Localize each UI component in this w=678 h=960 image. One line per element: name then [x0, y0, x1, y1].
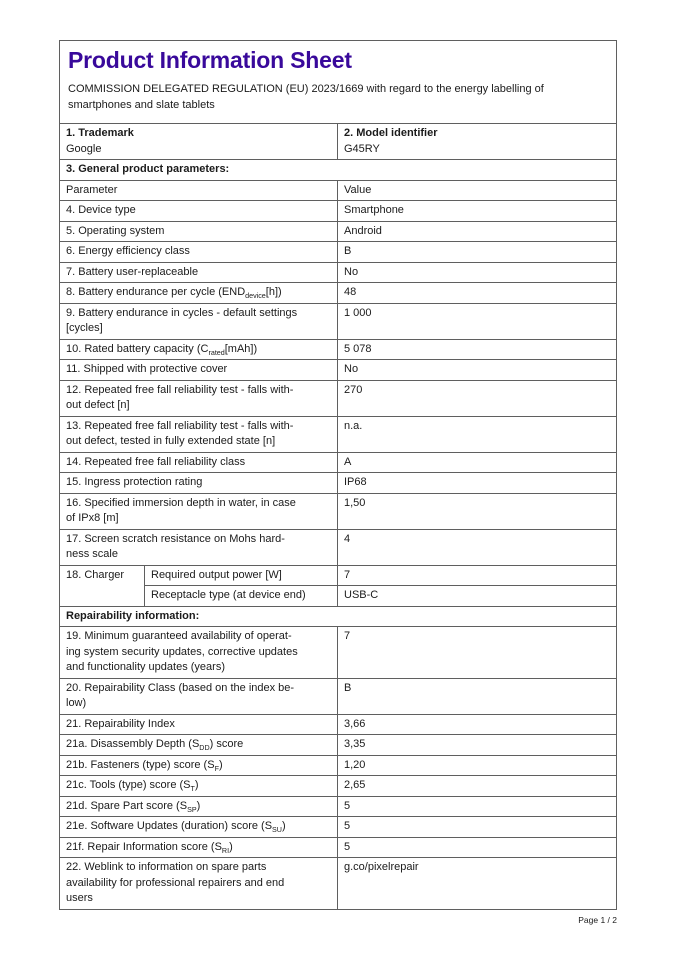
- table-row: 17. Screen scratch resistance on Mohs ha…: [59, 528, 617, 566]
- param-label: 5. Operating system: [59, 220, 338, 242]
- document-page: Product Information Sheet COMMISSION DEL…: [59, 40, 617, 926]
- param-label: 21d. Spare Part score (SSP): [59, 795, 338, 817]
- param-label: 21e. Software Updates (duration) score (…: [59, 816, 338, 838]
- cell-value: Google: [66, 142, 102, 155]
- table-row: Receptacle type (at device end) USB-C: [60, 585, 617, 607]
- param-label: 21f. Repair Information score (SRI): [59, 836, 338, 858]
- section-header: 3. General product parameters:: [59, 159, 617, 181]
- param-label: 19. Minimum guaranteed availability of o…: [59, 626, 338, 679]
- table-row: 12. Repeated free fall reliability test …: [59, 379, 617, 417]
- table-row: 3. General product parameters:: [59, 159, 617, 181]
- table-row: 21a. Disassembly Depth (SDD) score 3,35: [59, 734, 617, 756]
- page-number: Page 1 / 2: [578, 914, 617, 925]
- title-block: Product Information Sheet COMMISSION DEL…: [59, 40, 617, 123]
- param-value: A: [337, 451, 617, 473]
- param-label: 17. Screen scratch resistance on Mohs ha…: [59, 528, 338, 566]
- param-label: 7. Battery user-replaceable: [59, 261, 338, 283]
- table-row: Repairability information:: [59, 605, 617, 627]
- param-value: 5: [337, 816, 617, 838]
- param-label: 9. Battery endurance in cycles - default…: [59, 302, 338, 340]
- param-value: 2,65: [337, 775, 617, 797]
- cell-title: 1. Trademark: [66, 127, 134, 139]
- table-row: 22. Weblink to information on spare part…: [59, 857, 617, 910]
- trademark-cell: 1. Trademark Google: [59, 123, 338, 160]
- table-row: 16. Specified immersion depth in water, …: [59, 492, 617, 530]
- param-value: 7: [337, 564, 617, 586]
- param-label: 16. Specified immersion depth in water, …: [59, 492, 338, 530]
- table-row: 21b. Fasteners (type) score (SF) 1,20: [59, 754, 617, 776]
- param-label: 21b. Fasteners (type) score (SF): [59, 754, 338, 776]
- param-label: 11. Shipped with protective cover: [59, 359, 338, 381]
- page-subtitle: COMMISSION DELEGATED REGULATION (EU) 202…: [68, 83, 544, 111]
- param-value: 7: [337, 626, 617, 679]
- table-row: 4. Device type Smartphone: [59, 200, 617, 222]
- param-label: 21a. Disassembly Depth (SDD) score: [59, 734, 338, 756]
- param-value: B: [337, 241, 617, 263]
- param-label: 21. Repairability Index: [59, 713, 338, 735]
- param-value: 5: [337, 795, 617, 817]
- table-row: 15. Ingress protection rating IP68: [59, 472, 617, 494]
- param-value: Value: [337, 179, 617, 201]
- param-label: 18. Charger: [59, 564, 145, 607]
- param-label: 20. Repairability Class (based on the in…: [59, 677, 338, 715]
- param-value: 1 000: [337, 302, 617, 340]
- section-header: Repairability information:: [59, 605, 617, 627]
- table-row: 9. Battery endurance in cycles - default…: [59, 302, 617, 340]
- param-sublabel: Required output power [W]: [144, 564, 338, 586]
- param-value: Smartphone: [337, 200, 617, 222]
- param-value: 48: [337, 282, 617, 304]
- param-value: 1,20: [337, 754, 617, 776]
- param-label: 22. Weblink to information on spare part…: [59, 857, 338, 910]
- param-label: 10. Rated battery capacity (Crated[mAh]): [59, 338, 338, 360]
- param-label: 15. Ingress protection rating: [59, 472, 338, 494]
- param-label: 21c. Tools (type) score (ST): [59, 775, 338, 797]
- table-row: 21. Repairability Index 3,66: [59, 713, 617, 735]
- param-value: 3,66: [337, 713, 617, 735]
- table-row: 8. Battery endurance per cycle (ENDdevic…: [59, 282, 617, 304]
- param-label: 12. Repeated free fall reliability test …: [59, 379, 338, 417]
- param-value: 5: [337, 836, 617, 858]
- table-row: 20. Repairability Class (based on the in…: [59, 677, 617, 715]
- table-row: 18. Charger Required output power [W] 7: [59, 564, 617, 607]
- param-label: 8. Battery endurance per cycle (ENDdevic…: [59, 282, 338, 304]
- table-row: 21f. Repair Information score (SRI) 5: [59, 836, 617, 858]
- param-value: g.co/pixelrepair: [337, 857, 617, 910]
- param-label: 13. Repeated free fall reliability test …: [59, 415, 338, 453]
- table-row: 14. Repeated free fall reliability class…: [59, 451, 617, 473]
- page-title: Product Information Sheet: [68, 47, 352, 73]
- product-info-table: 1. Trademark Google 2. Model identifier G45…: [59, 123, 617, 910]
- param-value: 270: [337, 379, 617, 417]
- param-sublabel: Receptacle type (at device end): [144, 585, 338, 607]
- table-row: 7. Battery user-replaceable No: [59, 261, 617, 283]
- param-value: 3,35: [337, 734, 617, 756]
- table-row: 21d. Spare Part score (SSP) 5: [59, 795, 617, 817]
- table-row: 19. Minimum guaranteed availability of o…: [59, 626, 617, 679]
- param-value: n.a.: [337, 415, 617, 453]
- param-value: 5 078: [337, 338, 617, 360]
- param-label: 14. Repeated free fall reliability class: [59, 451, 338, 473]
- param-label: Parameter: [59, 179, 338, 201]
- param-value: USB-C: [337, 585, 617, 607]
- param-value: Android: [337, 220, 617, 242]
- param-value: 1,50: [337, 492, 617, 530]
- table-row: 21c. Tools (type) score (ST) 2,65: [59, 775, 617, 797]
- table-row: 10. Rated battery capacity (Crated[mAh])…: [59, 338, 617, 360]
- table-row: 13. Repeated free fall reliability test …: [59, 415, 617, 453]
- table-row: 1. Trademark Google 2. Model identifier G45…: [59, 123, 617, 160]
- cell-value: G45RY: [344, 142, 380, 155]
- param-label: 6. Energy efficiency class: [59, 241, 338, 263]
- param-value: 4: [337, 528, 617, 566]
- param-value: B: [337, 677, 617, 715]
- table-row: 11. Shipped with protective cover No: [59, 359, 617, 381]
- table-row: 5. Operating system Android: [59, 220, 617, 242]
- table-row: 6. Energy efficiency class B: [59, 241, 617, 263]
- model-identifier-cell: 2. Model identifier G45RY: [337, 123, 617, 160]
- param-label: 4. Device type: [59, 200, 338, 222]
- param-value: IP68: [337, 472, 617, 494]
- param-value: No: [337, 261, 617, 283]
- table-row: Parameter Value: [59, 179, 617, 201]
- param-value: No: [337, 359, 617, 381]
- cell-title: 2. Model identifier: [344, 127, 438, 139]
- table-row: 21e. Software Updates (duration) score (…: [59, 816, 617, 838]
